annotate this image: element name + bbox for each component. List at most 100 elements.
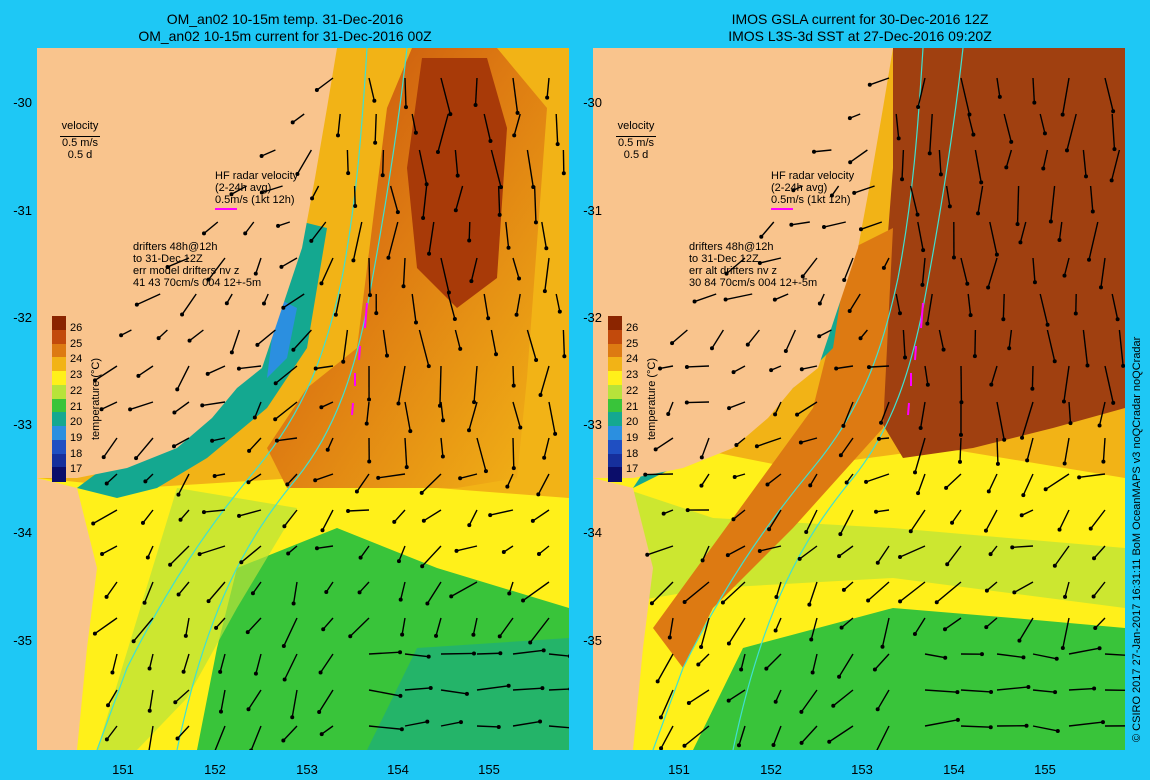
land-south — [37, 478, 97, 750]
current-arrow — [320, 257, 334, 284]
current-arrow — [869, 77, 890, 86]
arrow-head — [875, 560, 880, 565]
current-arrow — [447, 293, 456, 320]
current-arrow — [512, 365, 515, 386]
current-arrow — [924, 719, 959, 727]
current-arrow — [775, 581, 782, 598]
arrow-head — [655, 679, 660, 684]
arrow-head — [205, 371, 210, 376]
arrow-head — [732, 475, 737, 480]
current-arrow — [231, 185, 247, 195]
current-arrow — [335, 293, 341, 315]
hf-radar-line3: 0.5m/s (1kt 12h) — [771, 194, 851, 206]
err-line: err model drifters nv z — [133, 265, 240, 277]
current-arrow — [106, 473, 118, 485]
arrow-head — [541, 648, 546, 653]
current-arrow — [499, 617, 514, 637]
arrow-head — [1021, 493, 1026, 498]
arrow-head — [897, 311, 902, 316]
colorbar-tick-label: 22 — [626, 384, 639, 397]
current-arrow — [823, 221, 846, 228]
colorbar-segment — [52, 329, 66, 344]
current-arrow — [1104, 365, 1114, 404]
arrow-head — [866, 598, 871, 603]
arrow-head — [896, 136, 901, 141]
arrow-head — [318, 670, 323, 675]
arrow-head — [682, 599, 687, 604]
arrow-head — [511, 383, 516, 388]
current-arrow — [402, 257, 406, 287]
arrow-head — [494, 352, 499, 357]
arrow-head — [496, 724, 501, 729]
arrow-head — [538, 393, 543, 398]
arrow-head — [864, 479, 869, 484]
right-map-panel[interactable]: velocity 0.5 m/s 0.5 d HF radar velocity… — [593, 48, 1125, 750]
current-arrow — [711, 329, 724, 349]
arrow-head — [507, 591, 512, 596]
colorbar — [608, 316, 622, 482]
current-arrow — [532, 509, 550, 522]
arrow-head — [1111, 109, 1116, 114]
arrow-head — [799, 367, 804, 372]
arrow-head — [104, 594, 109, 599]
arrow-head — [1042, 131, 1047, 136]
current-arrow — [541, 221, 548, 249]
arrow-head — [659, 746, 664, 750]
current-arrows — [643, 77, 1125, 750]
err-line: err alt drifters nv z — [689, 265, 778, 277]
arrow-head — [384, 353, 389, 358]
arrow-head — [1012, 590, 1017, 595]
current-arrow — [136, 293, 161, 306]
isobath-contour — [96, 48, 368, 750]
arrow-head — [773, 412, 778, 417]
colorbar-segment — [52, 426, 66, 441]
arrow-head — [723, 297, 728, 302]
arrow-head — [291, 347, 296, 352]
arrow-head — [100, 551, 105, 556]
drifters-label: drifters 48h@12h — [133, 241, 218, 253]
arrow-head — [396, 559, 401, 564]
current-arrow — [292, 581, 298, 604]
arrow-head — [720, 600, 725, 605]
current-arrow — [767, 473, 782, 486]
arrow-head — [245, 630, 250, 635]
arrow-head — [1025, 458, 1030, 463]
arrow-head — [291, 601, 296, 606]
current-arrow — [919, 401, 926, 429]
arrow-head — [1045, 322, 1050, 327]
current-arrow — [94, 617, 118, 635]
current-arrow — [522, 581, 550, 602]
arrow-head — [965, 281, 970, 286]
left-map-panel[interactable]: velocity 0.5 m/s 0.5 d HF radar velocity… — [37, 48, 569, 750]
arrow-head — [512, 133, 517, 138]
current-arrow — [811, 653, 818, 673]
arrow-head — [1053, 690, 1058, 695]
current-arrow — [106, 725, 118, 740]
current-arrow — [277, 221, 291, 227]
current-arrow — [945, 473, 962, 489]
arrow-head — [92, 631, 97, 636]
arrow-head — [358, 555, 363, 560]
current-arrow — [544, 257, 550, 292]
y-tick-label: -30 — [13, 95, 32, 110]
current-arrow — [374, 113, 377, 143]
current-arrow — [562, 329, 566, 357]
arrow-head — [947, 204, 952, 209]
arrow-head — [218, 709, 223, 714]
colorbar-tick-label: 18 — [70, 447, 83, 460]
current-arrow — [103, 437, 118, 458]
arrow-head — [435, 149, 440, 154]
colorbar-segment — [608, 453, 622, 468]
current-arrow — [960, 689, 992, 693]
current-arrow — [173, 437, 190, 447]
current-arrow — [1068, 401, 1072, 424]
arrow-head — [795, 412, 800, 417]
current-arrow — [701, 545, 710, 561]
isobath-contour-2 — [176, 48, 408, 750]
current-arrow — [1063, 257, 1070, 276]
arrow-head — [957, 459, 962, 464]
current-arrow — [261, 149, 276, 157]
current-arrow — [875, 509, 890, 513]
arrow-head — [376, 475, 381, 480]
current-arrow — [1018, 617, 1034, 641]
